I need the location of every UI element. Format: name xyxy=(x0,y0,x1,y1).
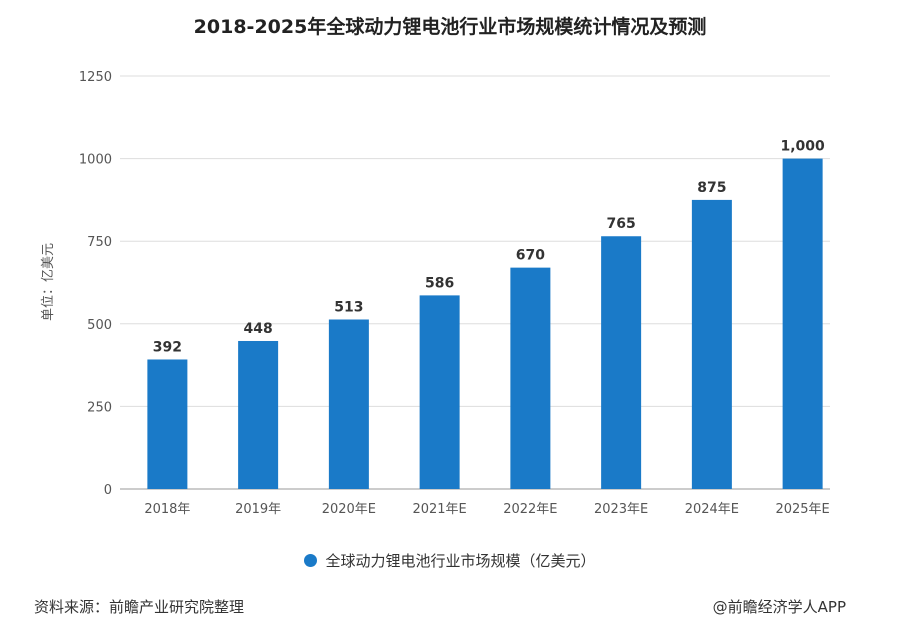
bar xyxy=(238,340,279,489)
source-note: 资料来源：前瞻产业研究院整理 xyxy=(34,598,245,616)
bar xyxy=(510,267,551,489)
x-tick-label: 2023年E xyxy=(594,502,648,517)
data-label: 765 xyxy=(607,216,636,232)
y-tick-label: 500 xyxy=(87,318,112,333)
legend: 全球动力锂电池行业市场规模（亿美元） xyxy=(0,550,900,571)
data-label: 448 xyxy=(244,321,273,337)
x-tick-label: 2022年E xyxy=(503,502,557,517)
data-label: 392 xyxy=(153,339,182,355)
bar xyxy=(782,158,823,489)
data-label: 586 xyxy=(425,275,454,291)
data-label: 670 xyxy=(516,248,545,264)
chart-title: 2018-2025年全球动力锂电池行业市场规模统计情况及预测 xyxy=(193,16,707,38)
bar xyxy=(601,236,642,489)
bar xyxy=(328,319,369,489)
bar xyxy=(147,359,188,489)
y-axis-label: 单位：亿美元 xyxy=(41,243,56,321)
y-tick-label: 0 xyxy=(104,483,112,498)
bar xyxy=(419,295,460,489)
credit-note: @前瞻经济学人APP xyxy=(712,598,846,616)
y-tick-label: 1000 xyxy=(79,153,112,168)
x-tick-label: 2020年E xyxy=(322,502,376,517)
legend-marker xyxy=(304,554,318,567)
bar xyxy=(691,199,732,489)
y-tick-label: 1250 xyxy=(79,70,112,85)
x-tick-label: 2021年E xyxy=(412,502,466,517)
x-tick-label: 2018年 xyxy=(144,502,190,517)
x-tick-label: 2024年E xyxy=(685,502,739,517)
data-label: 513 xyxy=(334,300,363,316)
y-tick-label: 750 xyxy=(87,235,112,250)
x-tick-label: 2019年 xyxy=(235,502,281,517)
legend-label: 全球动力锂电池行业市场规模（亿美元） xyxy=(325,552,596,570)
y-tick-label: 250 xyxy=(87,400,112,415)
x-tick-label: 2025年E xyxy=(775,502,829,517)
data-label: 875 xyxy=(697,180,726,196)
data-label: 1,000 xyxy=(780,139,825,155)
